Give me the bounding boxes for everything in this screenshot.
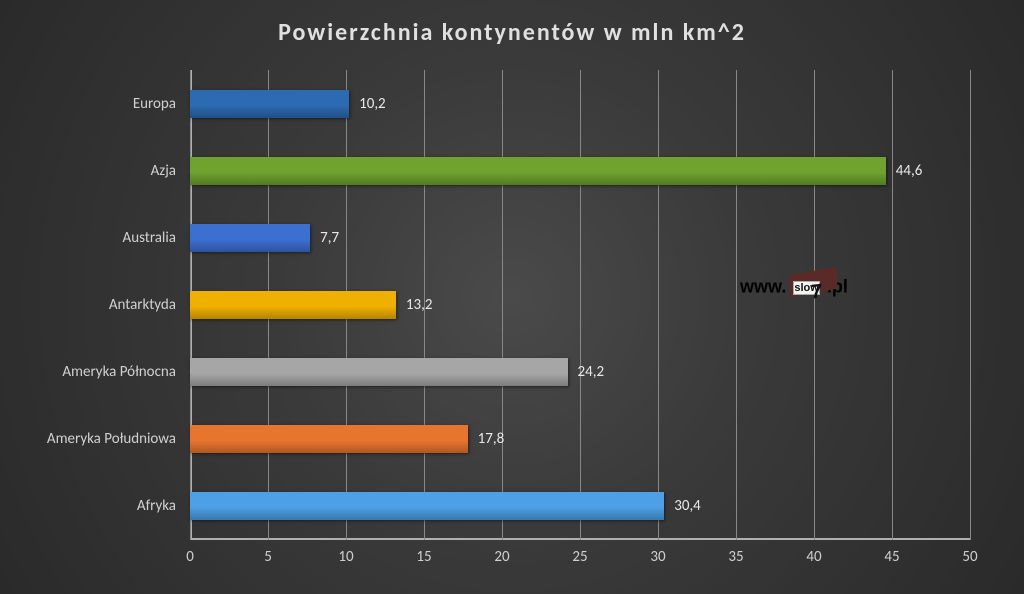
grid-line (892, 70, 893, 540)
x-tick-label: 40 (806, 548, 821, 566)
grid-line (970, 70, 971, 540)
chart-title: Powierzchnia kontynentów w mln km^2 (0, 0, 1024, 57)
bar (190, 90, 349, 118)
x-tick-label: 45 (884, 548, 899, 566)
bar-value-label: 17,8 (478, 430, 505, 448)
bar (190, 492, 664, 520)
y-category-label: Australia (123, 229, 176, 247)
x-tick-label: 15 (416, 548, 431, 566)
bar-value-label: 30,4 (674, 497, 701, 515)
y-category-label: Afryka (137, 497, 176, 515)
bar (190, 157, 886, 185)
bar-value-label: 24,2 (578, 363, 605, 381)
grid-line (658, 70, 659, 540)
grid-line (502, 70, 503, 540)
y-category-label: Ameryka Południowa (47, 430, 176, 448)
bar (190, 224, 310, 252)
watermark-logo: slow 7 (793, 275, 819, 300)
y-category-label: Azja (151, 162, 176, 180)
y-category-label: Ameryka Północna (62, 363, 176, 381)
x-tick-label: 35 (728, 548, 743, 566)
x-tick-label: 30 (650, 548, 665, 566)
grid-line (580, 70, 581, 540)
bar-value-label: 13,2 (406, 296, 433, 314)
grid-line (814, 70, 815, 540)
watermark: www. slow 7 .pl (740, 275, 848, 300)
chart-container: Powierzchnia kontynentów w mln km^2 0510… (0, 0, 1024, 594)
plot-area: 05101520253035404550Europa10,2Azja44,6Au… (190, 70, 970, 540)
watermark-logo-num: 7 (811, 280, 822, 304)
grid-line (736, 70, 737, 540)
y-category-label: Antarktyda (109, 296, 176, 314)
x-tick-label: 25 (572, 548, 587, 566)
x-tick-label: 5 (264, 548, 272, 566)
x-tick-label: 50 (962, 548, 977, 566)
x-tick-label: 20 (494, 548, 509, 566)
bar-value-label: 44,6 (896, 162, 923, 180)
x-tick-label: 10 (338, 548, 353, 566)
bar-value-label: 7,7 (320, 229, 339, 247)
bar-value-label: 10,2 (359, 95, 386, 113)
watermark-prefix: www. (740, 276, 786, 296)
bar (190, 291, 396, 319)
bar (190, 425, 468, 453)
bar (190, 358, 568, 386)
y-category-label: Europa (133, 95, 176, 113)
x-tick-label: 0 (186, 548, 194, 566)
